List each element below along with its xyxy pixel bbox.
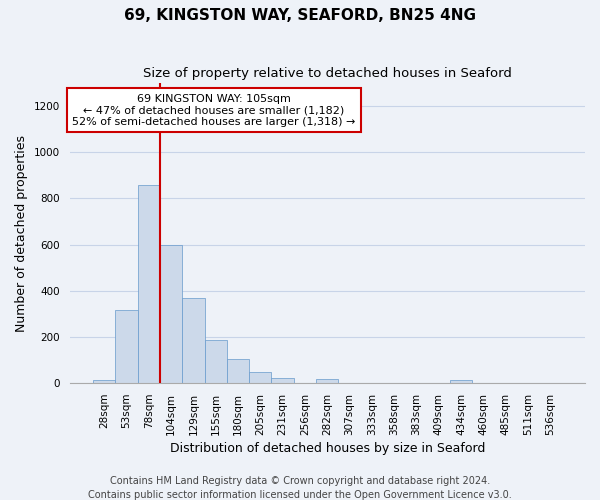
X-axis label: Distribution of detached houses by size in Seaford: Distribution of detached houses by size … (170, 442, 485, 455)
Bar (450, 380, 472, 383)
Y-axis label: Number of detached properties: Number of detached properties (15, 134, 28, 332)
Bar (137, 184, 160, 383)
Bar (249, 372, 271, 383)
Bar (160, 244, 182, 383)
Bar (271, 378, 294, 383)
Text: Contains HM Land Registry data © Crown copyright and database right 2024.
Contai: Contains HM Land Registry data © Crown c… (88, 476, 512, 500)
Text: 69 KINGSTON WAY: 105sqm
← 47% of detached houses are smaller (1,182)
52% of semi: 69 KINGSTON WAY: 105sqm ← 47% of detache… (72, 94, 356, 127)
Bar (93, 380, 115, 383)
Text: 69, KINGSTON WAY, SEAFORD, BN25 4NG: 69, KINGSTON WAY, SEAFORD, BN25 4NG (124, 8, 476, 22)
Title: Size of property relative to detached houses in Seaford: Size of property relative to detached ho… (143, 68, 512, 80)
Bar (316, 378, 338, 383)
Bar (227, 359, 249, 383)
Bar (115, 310, 137, 383)
Bar (205, 340, 227, 383)
Bar (182, 298, 205, 383)
